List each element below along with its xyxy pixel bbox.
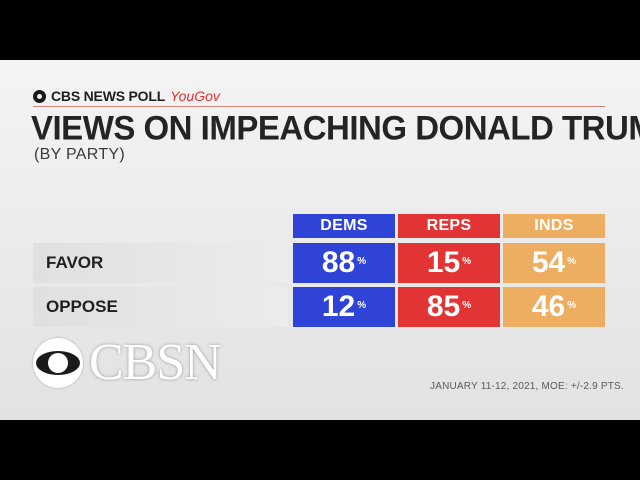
data-cell-oppose-inds: 46% (503, 287, 605, 327)
header-rule (33, 106, 605, 107)
cbs-eye-logo-icon (33, 338, 83, 388)
data-cell-favor-dems: 88% (293, 243, 395, 283)
column-header-reps: REPS (398, 214, 500, 238)
cbsn-logo: CBSN (33, 334, 222, 391)
row-label-background (33, 287, 288, 327)
source-row: CBS NEWS POLL YouGov (33, 87, 220, 105)
chart-subtitle: (BY PARTY) (34, 146, 126, 163)
source-name: CBS NEWS POLL (51, 88, 166, 104)
data-cell-favor-inds: 54% (503, 243, 605, 283)
footnote: JANUARY 11-12, 2021, MOE: +/-2.9 PTS. (430, 381, 624, 392)
chart-title: VIEWS ON IMPEACHING DONALD TRUMP (31, 108, 640, 147)
row-label-favor: FAVOR (46, 253, 104, 272)
broadcast-graphic: CBS NEWS POLL YouGov VIEWS ON IMPEACHING… (0, 60, 640, 420)
source-partner: YouGov (170, 88, 220, 104)
column-header-dems: DEMS (293, 214, 395, 238)
data-cell-oppose-dems: 12% (293, 287, 395, 327)
row-label-background (33, 243, 288, 283)
row-label-oppose: OPPOSE (46, 297, 118, 316)
cbsn-logo-text: CBSN (89, 334, 222, 391)
letterbox-bottom (0, 420, 640, 480)
letterbox-top (0, 0, 640, 60)
cbs-eye-icon (33, 89, 46, 103)
column-header-inds: INDS (503, 214, 605, 238)
data-cell-favor-reps: 15% (398, 243, 500, 283)
data-cell-oppose-reps: 85% (398, 287, 500, 327)
